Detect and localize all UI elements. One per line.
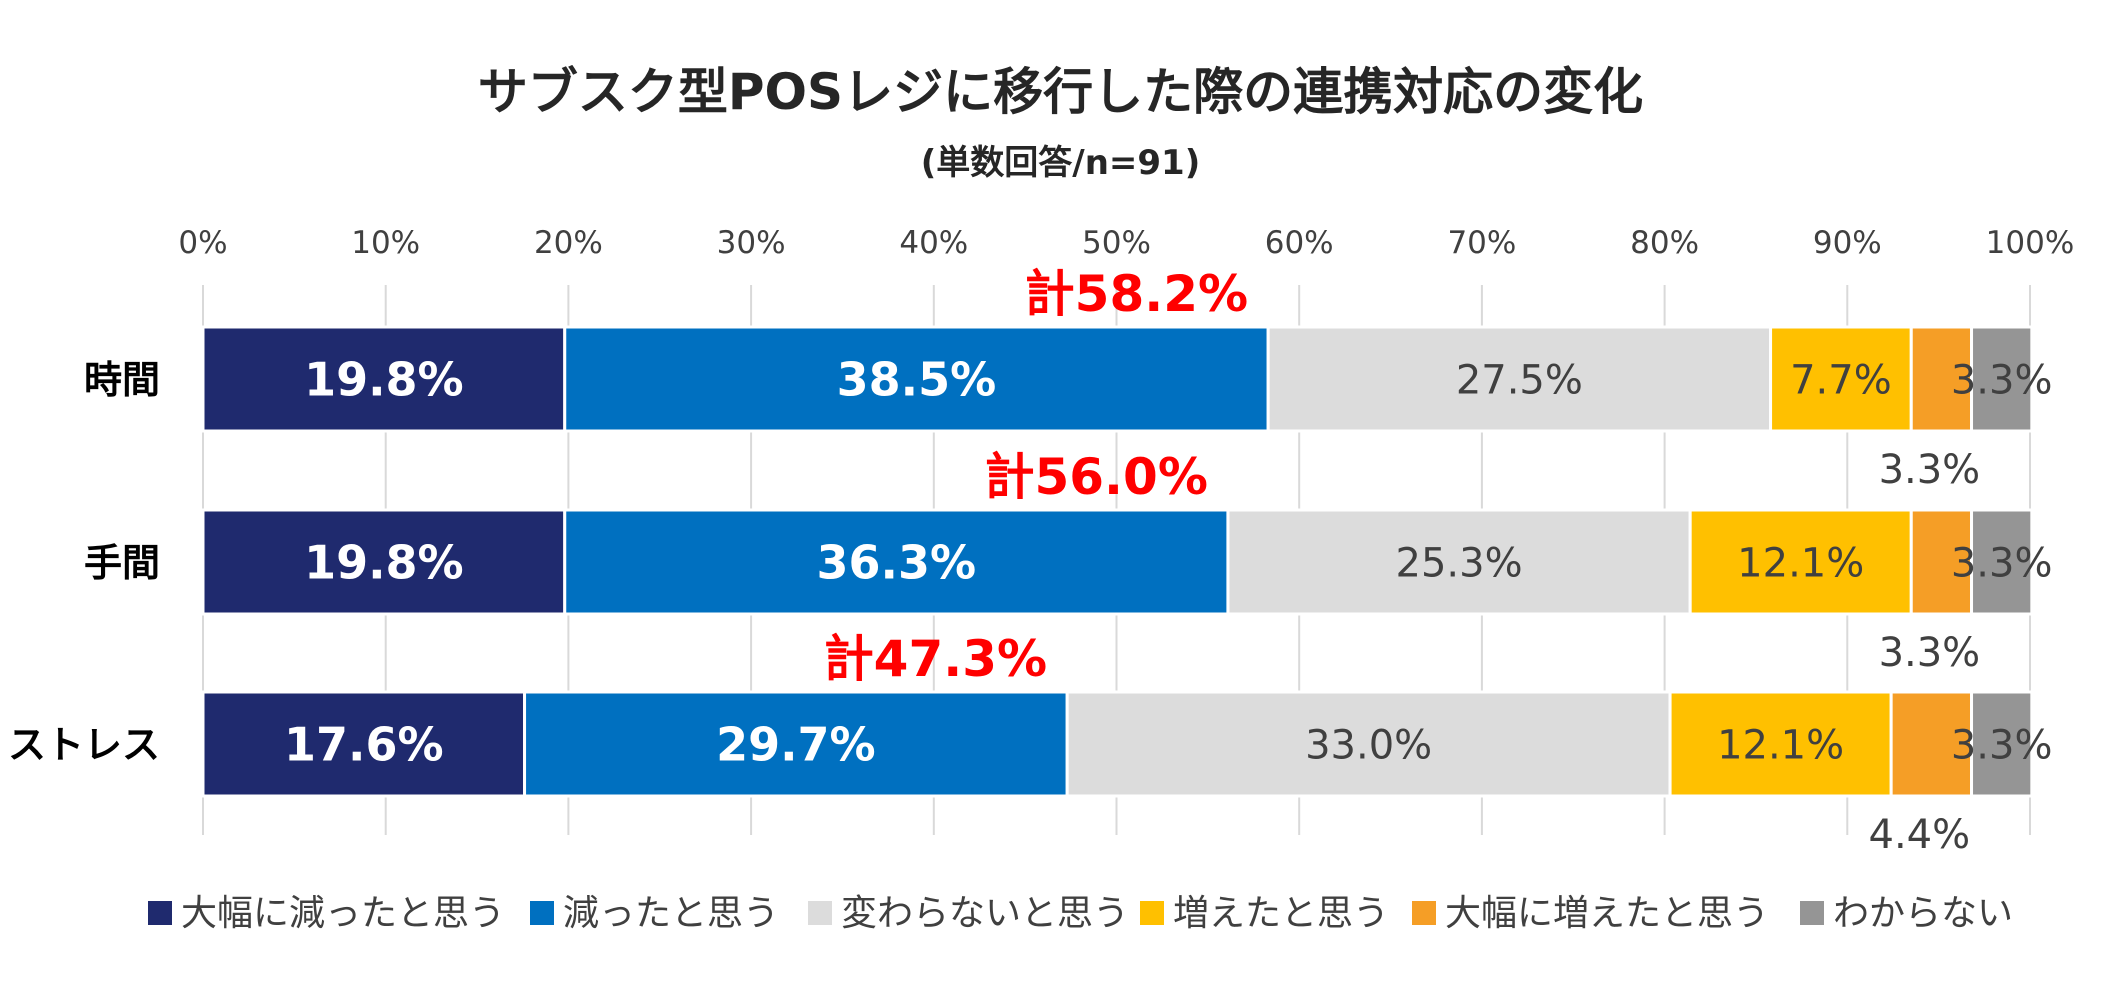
data-label: 12.1% xyxy=(1717,722,1844,768)
bar-segment xyxy=(201,325,567,433)
x-tick-label: 40% xyxy=(899,225,968,261)
x-tick-label: 70% xyxy=(1447,225,1516,261)
bar-segment xyxy=(1668,690,1893,798)
bar-segment xyxy=(563,508,1230,616)
data-label: 27.5% xyxy=(1456,357,1583,403)
total-annotation: 計56.0% xyxy=(984,448,1207,506)
data-label: 3.3% xyxy=(1951,540,2053,586)
data-label: 3.3% xyxy=(1951,722,2053,768)
bar-segment xyxy=(1688,508,1913,616)
x-tick-label: 0% xyxy=(178,225,227,261)
legend-label: 減ったと思う xyxy=(563,893,779,934)
legend-swatch xyxy=(1140,901,1164,925)
x-tick-label: 30% xyxy=(717,225,786,261)
legend-swatch xyxy=(1412,901,1436,925)
x-tick-label: 60% xyxy=(1265,225,1334,261)
data-label: 19.8% xyxy=(304,536,464,590)
bar-segment xyxy=(563,325,1270,433)
bar-segment xyxy=(1970,508,2034,616)
data-label: 33.0% xyxy=(1305,722,1432,768)
x-tick-label: 20% xyxy=(534,225,603,261)
chart-title: サブスク型POSレジに移行した際の連携対応の変化 xyxy=(477,63,1644,121)
legend-label: 大幅に増えたと思う xyxy=(1445,893,1769,934)
legend-label: 大幅に減ったと思う xyxy=(181,893,505,934)
data-label: 4.4% xyxy=(1869,812,1971,858)
legend-swatch xyxy=(148,901,172,925)
x-tick-label: 80% xyxy=(1630,225,1699,261)
legend-label: 増えたと思う xyxy=(1173,893,1389,934)
legend-swatch xyxy=(808,901,832,925)
legend-swatch xyxy=(530,901,554,925)
data-label: 17.6% xyxy=(284,718,444,772)
bar-segment xyxy=(1970,325,2034,433)
data-label: 3.3% xyxy=(1879,630,1981,676)
data-label: 36.3% xyxy=(817,536,977,590)
data-label: 3.3% xyxy=(1879,447,1981,493)
data-label: 25.3% xyxy=(1396,540,1523,586)
category-label: 時間 xyxy=(84,358,160,402)
data-label: 12.1% xyxy=(1737,540,1864,586)
legend-label: 変わらないと思う xyxy=(841,893,1129,934)
bar-segment xyxy=(1266,325,1773,433)
data-label: 38.5% xyxy=(837,353,997,407)
x-tick-label: 90% xyxy=(1813,225,1882,261)
bar-segment xyxy=(201,508,567,616)
chart-subtitle: (単数回答/n=91) xyxy=(920,143,1201,183)
bar-segment xyxy=(1065,690,1672,798)
data-label: 7.7% xyxy=(1790,357,1892,403)
x-tick-label: 10% xyxy=(351,225,420,261)
x-tick-label: 100% xyxy=(1986,225,2075,261)
category-label: ストレス xyxy=(8,723,160,767)
legend-swatch xyxy=(1800,901,1824,925)
data-label: 3.3% xyxy=(1951,357,2053,403)
data-label: 29.7% xyxy=(716,718,876,772)
total-annotation: 計58.2% xyxy=(1025,265,1248,323)
category-label: 手間 xyxy=(84,541,160,585)
legend-label: わからない xyxy=(1833,893,2013,934)
x-tick-label: 50% xyxy=(1082,225,1151,261)
data-label: 19.8% xyxy=(304,353,464,407)
bar-segment xyxy=(1970,690,2034,798)
total-annotation: 計47.3% xyxy=(824,630,1047,688)
bar-segment xyxy=(1226,508,1692,616)
